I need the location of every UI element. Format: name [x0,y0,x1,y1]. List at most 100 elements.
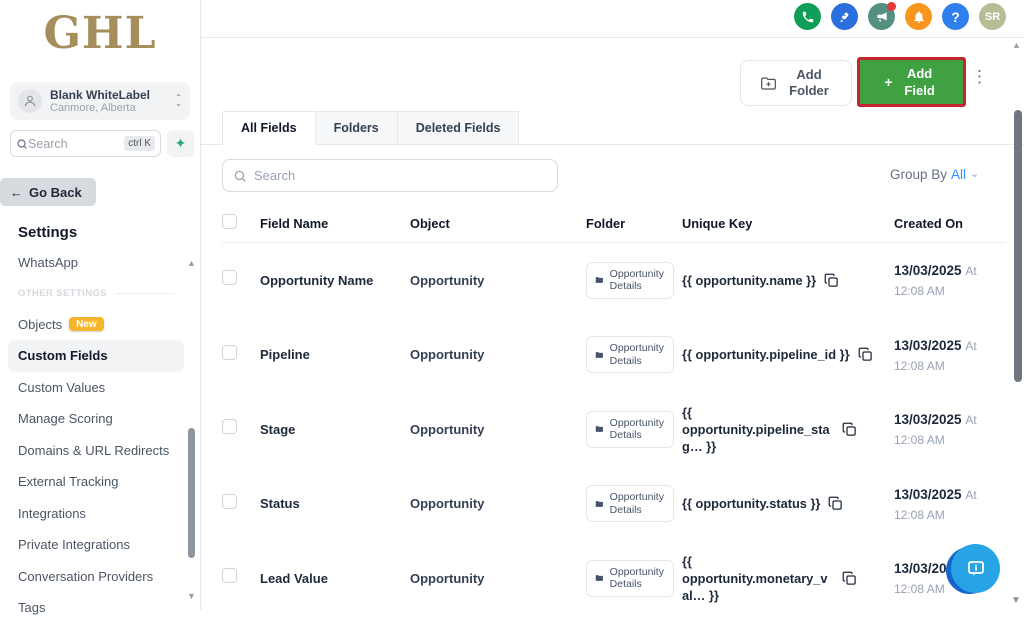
account-switcher[interactable]: Blank WhiteLabel Canmore, Alberta ⌃ ⌄ [10,82,190,120]
select-all-checkbox[interactable] [222,213,237,229]
created-on: 13/03/2025 At 12:08 AM [894,337,977,373]
page-scroll-up-icon[interactable]: ▲ [1012,40,1021,50]
add-field-button[interactable]: + Add Field [857,57,966,107]
col-object: Object [410,216,450,231]
account-location: Canmore, Alberta [50,102,136,114]
notifications-button[interactable] [905,3,932,30]
group-by-value[interactable]: All [951,167,967,182]
bell-icon [913,10,924,23]
plus-icon: + [884,74,893,90]
account-name: Blank WhiteLabel [50,88,151,102]
folder-icon [595,500,603,507]
table-row: Status Opportunity Opportunity Details {… [222,467,1006,542]
col-field-name: Field Name [260,216,329,231]
whats-new-button[interactable] [868,2,896,30]
copy-icon[interactable] [842,422,857,437]
fields-search-input[interactable] [254,168,547,183]
row-checkbox[interactable] [222,419,237,435]
folder-chip[interactable]: Opportunity Details [586,485,674,523]
table-row: Lead Value Opportunity Opportunity Detai… [222,541,1006,616]
field-object: Opportunity [410,421,485,437]
unique-key: {{ opportunity.status }} [682,496,821,512]
folder-chip[interactable]: Opportunity Details [586,410,674,448]
folder-plus-icon [761,76,776,90]
folder-chip[interactable]: Opportunity Details [586,559,674,597]
account-avatar-icon [18,89,42,113]
search-icon [234,170,246,182]
row-checkbox[interactable] [222,344,237,360]
sidebar-item-external-tracking[interactable]: External Tracking [18,474,119,490]
go-back-button[interactable]: ← Go Back [0,178,96,206]
sidebar-item-objects[interactable]: Objects New [8,309,184,341]
sidebar-scroll-down-icon[interactable]: ▼ [187,591,196,601]
app-logo: GHL [43,8,157,59]
search-shortcut-badge: ctrl K [124,136,155,151]
field-name: Opportunity Name [260,272,374,288]
sidebar-item-custom-fields[interactable]: Custom Fields [8,340,184,372]
chevron-down-icon: ⌄ [970,167,980,180]
created-on: 13/03/2025 At 12:08 AM [894,412,977,448]
folder-icon [595,277,603,284]
row-checkbox[interactable] [222,568,237,584]
sidebar-item-custom-values[interactable]: Custom Values [18,379,106,395]
copy-icon[interactable] [824,273,839,288]
sidebar-item-private-integrations[interactable]: Private Integrations [18,537,131,553]
sidebar-scrollbar-thumb[interactable] [188,428,195,558]
folder-icon [595,575,603,582]
unique-key: {{ opportunity.pipeline_stag… }} [682,404,830,454]
phone-dialer-button[interactable] [794,3,821,30]
row-checkbox[interactable] [222,493,237,509]
page-scrollbar-thumb[interactable] [1014,110,1022,382]
sidebar-item-whatsapp[interactable]: WhatsApp [18,255,78,271]
fields-search[interactable] [222,159,558,192]
sidebar-item-integrations[interactable]: Integrations [18,505,86,521]
rocket-icon [839,12,848,22]
fields-table: Field Name Object Folder Unique Key Crea… [222,205,1006,616]
field-name: Lead Value [260,570,328,586]
col-unique-key: Unique Key [682,216,753,231]
copy-icon[interactable] [842,571,857,586]
page-scroll-down-icon[interactable]: ▼ [1011,595,1021,606]
copy-icon[interactable] [858,347,873,362]
sidebar-scroll-up-icon[interactable]: ▲ [187,258,196,268]
sidebar-search[interactable]: ctrl K [10,130,161,157]
field-name: Stage [260,421,296,437]
arrow-left-icon: ← [10,184,23,200]
more-options-button[interactable]: ⋮ [971,67,988,86]
sidebar-item-manage-scoring[interactable]: Manage Scoring [18,411,113,427]
sidebar-item-tags[interactable]: Tags [18,600,46,616]
chat-icon [967,560,984,576]
row-checkbox[interactable] [222,270,237,286]
field-object: Opportunity [410,347,485,363]
nav-section-other-settings: OTHER SETTINGS [8,279,184,309]
sidebar-item-conversation-providers[interactable]: Conversation Providers [18,568,154,584]
question-icon: ? [951,8,960,25]
notification-dot [887,2,896,11]
sidebar-search-input[interactable] [28,136,98,151]
megaphone-icon [876,11,887,22]
tab-all-fields[interactable]: All Fields [222,111,316,145]
ai-sparkle-button[interactable]: ✦ [167,130,194,157]
sparkle-icon: ✦ [174,135,187,151]
created-on: 13/03/2025 At 12:08 AM [894,486,977,522]
user-avatar[interactable]: SR [979,3,1006,30]
copy-icon[interactable] [828,496,843,511]
folder-icon [595,351,603,358]
folder-chip[interactable]: Opportunity Details [586,336,674,374]
tab-folders[interactable]: Folders [315,111,398,144]
table-header-row: Field Name Object Folder Unique Key Crea… [222,205,1006,243]
tab-deleted-fields[interactable]: Deleted Fields [397,111,520,144]
field-object: Opportunity [410,570,485,586]
top-bar: ? SR [201,0,1024,38]
support-chat-button[interactable] [951,544,1000,593]
sidebar-item-domains-url-redirects[interactable]: Domains & URL Redirects [18,442,170,458]
account-switch-chevrons-icon: ⌃ ⌄ [175,93,182,108]
quick-actions-button[interactable] [831,3,858,30]
settings-nav: WhatsApp OTHER SETTINGS Objects New Cust… [8,247,184,624]
folder-chip[interactable]: Opportunity Details [586,261,674,299]
settings-title: Settings [18,224,78,241]
unique-key: {{ opportunity.monetary_val… }} [682,553,828,603]
field-name: Status [260,496,300,512]
add-folder-button[interactable]: Add Folder [740,60,852,106]
help-button[interactable]: ? [942,3,969,30]
